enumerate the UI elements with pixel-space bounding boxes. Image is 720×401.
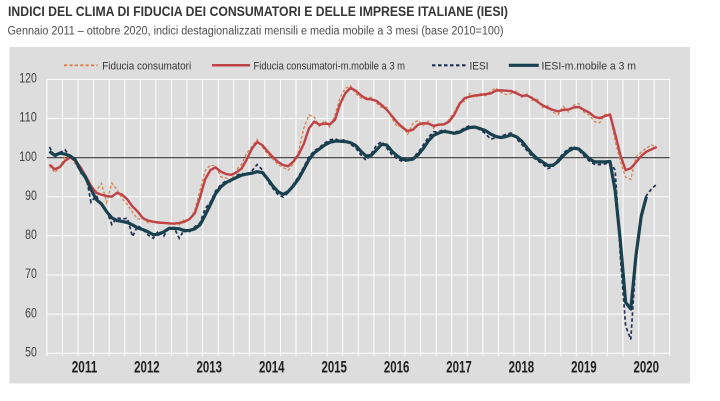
svg-text:Fiducia consumatori-m.mobile a: Fiducia consumatori-m.mobile a 3 m [254,60,406,72]
svg-text:80: 80 [25,227,37,242]
svg-text:60: 60 [25,305,37,320]
svg-text:70: 70 [25,266,37,281]
svg-text:2018: 2018 [509,359,535,377]
svg-text:2015: 2015 [321,359,347,377]
svg-text:120: 120 [19,71,37,86]
svg-text:110: 110 [19,110,37,125]
svg-text:INDICI DEL CLIMA DI FIDUCIA DE: INDICI DEL CLIMA DI FIDUCIA DEI CONSUMAT… [8,4,508,19]
svg-text:2020: 2020 [634,359,660,377]
svg-text:100: 100 [19,149,37,164]
svg-text:2017: 2017 [446,359,472,377]
svg-text:2012: 2012 [134,359,160,377]
svg-text:50: 50 [25,344,37,359]
svg-text:2019: 2019 [571,359,597,377]
svg-text:2011: 2011 [72,359,98,377]
svg-text:90: 90 [25,188,37,203]
svg-text:Gennaio 2011 – ottobre 2020, i: Gennaio 2011 – ottobre 2020, indici dest… [8,26,504,38]
svg-text:2016: 2016 [384,359,410,377]
svg-text:Fiducia consumatori: Fiducia consumatori [102,60,191,72]
svg-text:2014: 2014 [259,359,285,377]
svg-text:2013: 2013 [197,359,223,377]
svg-text:IESI: IESI [470,60,489,72]
svg-text:IESI-m.mobile a 3 m: IESI-m.mobile a 3 m [542,60,637,72]
